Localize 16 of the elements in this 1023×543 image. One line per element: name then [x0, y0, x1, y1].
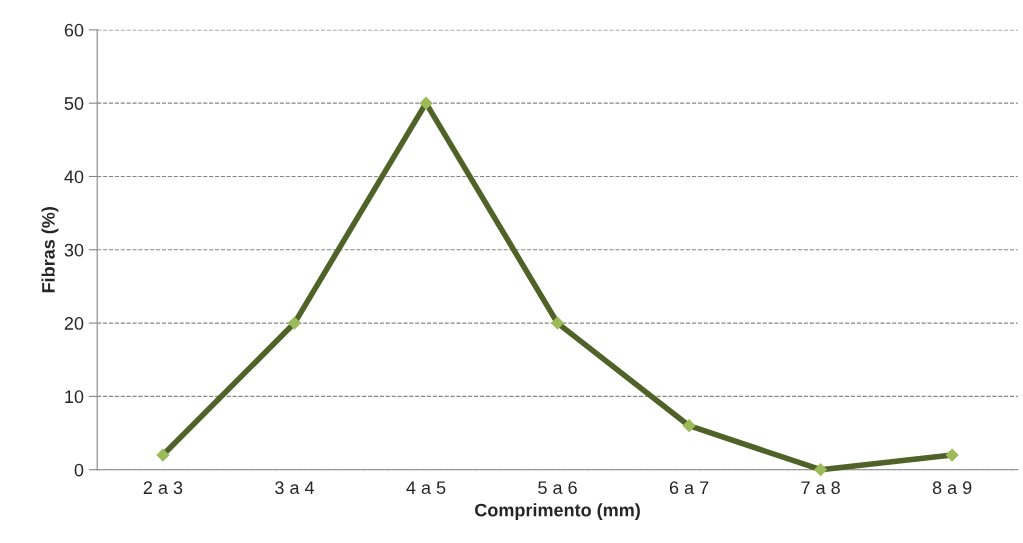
x-tick-label: 5 a 6: [538, 481, 577, 495]
y-tick-label: 60: [64, 23, 84, 37]
x-tick-label: 2 a 3: [143, 481, 183, 495]
y-tick-label: 50: [64, 97, 84, 110]
y-tick-label: 0: [74, 463, 84, 477]
y-tick-label: 10: [65, 390, 84, 404]
x-tick-label: 8 a 9: [932, 481, 972, 495]
x-tick-label: 4 a 5: [406, 481, 446, 495]
y-tick-label: 40: [64, 170, 84, 184]
y-tick-label: 20: [64, 317, 84, 330]
x-axis-title: Comprimento (mm): [475, 503, 640, 521]
x-tick-label: 3 a 4: [275, 481, 315, 495]
x-tick-label: 7 a 8: [801, 481, 840, 495]
y-axis-title: Fibras (%): [41, 207, 59, 293]
y-tick-label: 30: [64, 243, 84, 257]
x-tick-label: 6 a 7: [669, 481, 709, 495]
